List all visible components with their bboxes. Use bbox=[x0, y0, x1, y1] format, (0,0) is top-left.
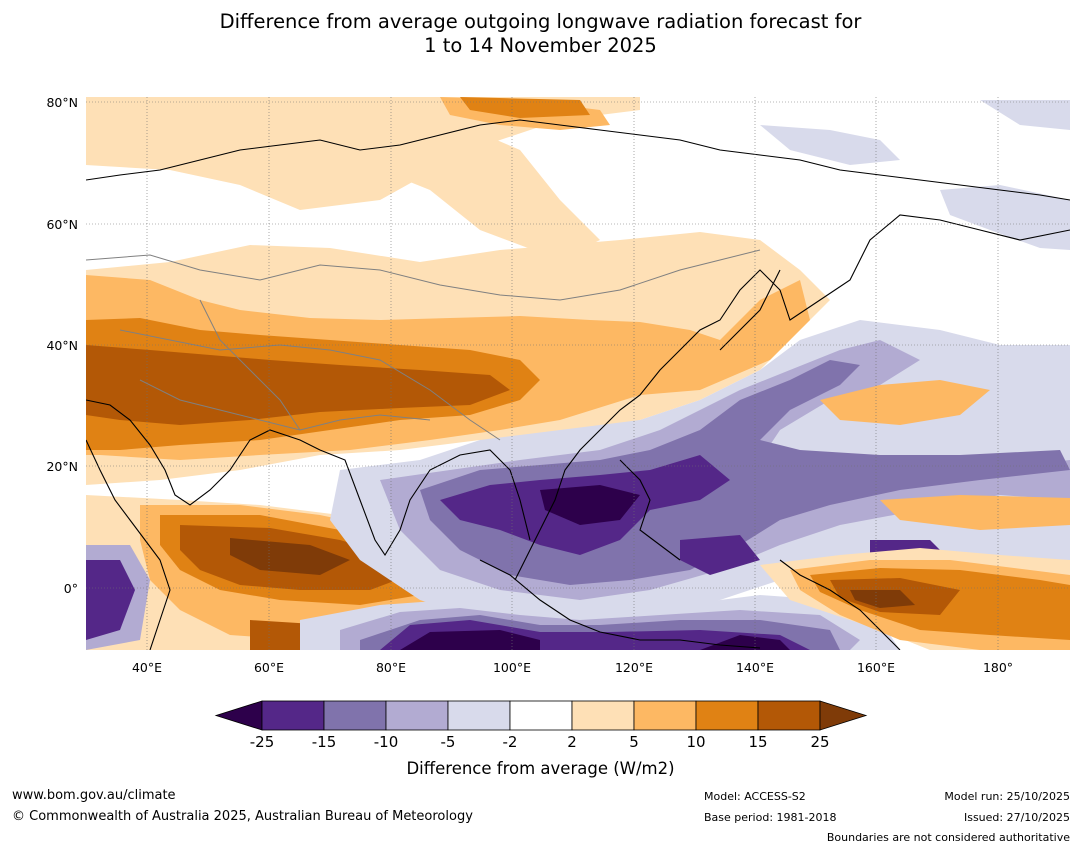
title-line-1: Difference from average outgoing longwav… bbox=[219, 10, 862, 33]
boundaries-disclaimer: Boundaries are not considered authoritat… bbox=[826, 831, 1070, 844]
lon-label-120e: 120°E bbox=[614, 660, 653, 675]
colorbar-swatch bbox=[695, 700, 759, 731]
lon-label-40e: 40°E bbox=[131, 660, 163, 675]
colorbar-tick: -25 bbox=[249, 733, 275, 751]
colorbar bbox=[214, 700, 868, 731]
colorbar-tick: 15 bbox=[748, 733, 768, 751]
base-period: Base period: 1981-2018 bbox=[704, 811, 837, 824]
model-name: Model: ACCESS-S2 bbox=[704, 790, 806, 803]
bom-website: www.bom.gov.au/climate bbox=[12, 788, 176, 803]
lon-label-160e: 160°E bbox=[856, 660, 895, 675]
colorbar-tick: 10 bbox=[686, 733, 706, 751]
colorbar-swatches bbox=[214, 700, 868, 731]
colorbar-swatch bbox=[757, 700, 821, 731]
olr-anomaly-map bbox=[86, 97, 1070, 650]
lat-label-80n: 80°N bbox=[46, 95, 78, 110]
model-run-date: Model run: 25/10/2025 bbox=[944, 790, 1070, 803]
lon-label-80e: 80°E bbox=[375, 660, 407, 675]
colorbar-tick: 5 bbox=[629, 733, 639, 751]
issued-date: Issued: 27/10/2025 bbox=[963, 811, 1070, 824]
lat-label-20n: 20°N bbox=[46, 459, 78, 474]
lat-label-60n: 60°N bbox=[46, 217, 78, 232]
colorbar-tick: -5 bbox=[440, 733, 456, 751]
colorbar-extend-low bbox=[214, 700, 263, 731]
colorbar-swatch bbox=[323, 700, 387, 731]
colorbar-swatch bbox=[447, 700, 511, 731]
colorbar-label: Difference from average (W/m2) bbox=[406, 759, 675, 778]
colorbar-tick: -15 bbox=[311, 733, 337, 751]
colorbar-tick: -10 bbox=[373, 733, 399, 751]
lat-label-0: 0° bbox=[63, 581, 78, 596]
colorbar-swatch bbox=[385, 700, 449, 731]
chart-title: Difference from average outgoing longwav… bbox=[0, 10, 1081, 58]
colorbar-swatch bbox=[633, 700, 697, 731]
lon-label-100e: 100°E bbox=[492, 660, 531, 675]
lon-label-60e: 60°E bbox=[253, 660, 285, 675]
anomaly-fields bbox=[86, 97, 1070, 650]
colorbar-tick: -2 bbox=[502, 733, 518, 751]
colorbar-swatch bbox=[261, 700, 325, 731]
copyright-notice: © Commonwealth of Australia 2025, Austra… bbox=[12, 809, 473, 824]
colorbar-extend-high bbox=[819, 700, 868, 731]
colorbar-tick: 25 bbox=[810, 733, 830, 751]
colorbar-tick: 2 bbox=[567, 733, 577, 751]
lat-label-40n: 40°N bbox=[46, 338, 78, 353]
lon-label-140e: 140°E bbox=[735, 660, 774, 675]
colorbar-swatch bbox=[571, 700, 635, 731]
country-borders bbox=[86, 249, 761, 441]
lon-label-180: 180° bbox=[982, 660, 1014, 675]
graticule bbox=[86, 97, 1070, 650]
colorbar-swatch bbox=[509, 700, 573, 731]
title-line-2: 1 to 14 November 2025 bbox=[424, 34, 657, 57]
coastlines bbox=[86, 119, 1070, 650]
